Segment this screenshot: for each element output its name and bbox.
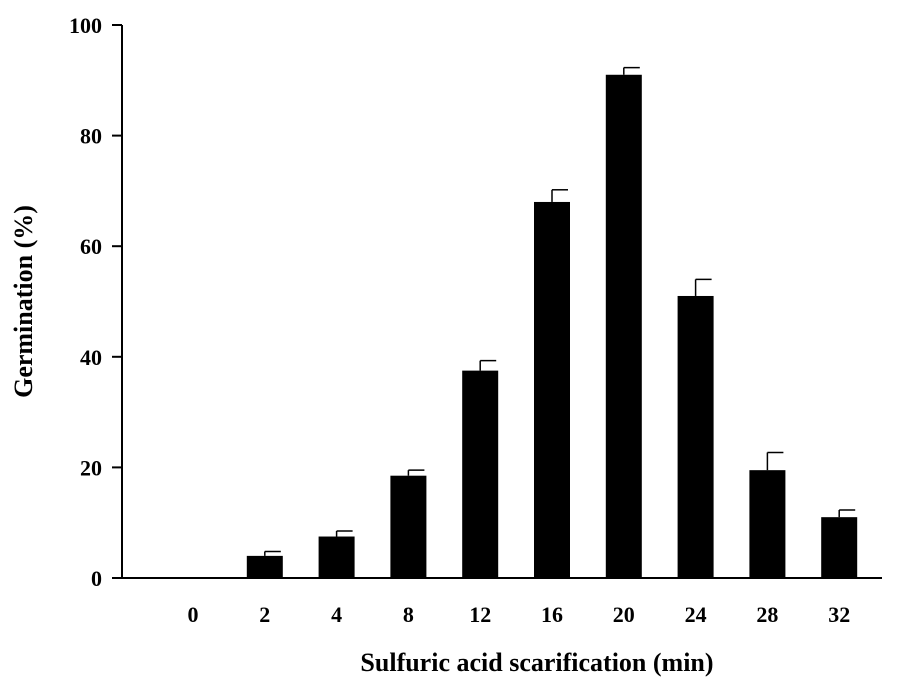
y-axis-title: Germination (%): [9, 205, 38, 398]
x-tick-label: 24: [685, 602, 707, 627]
y-tick-label: 20: [80, 455, 102, 480]
error-bar-32: [838, 509, 856, 518]
y-tick-label: 40: [80, 345, 102, 370]
error-bar-2: [264, 550, 281, 556]
error-bars: [264, 66, 856, 556]
bar-32: [821, 517, 858, 578]
x-tick-label: 4: [331, 602, 342, 627]
bar-2: [246, 555, 283, 578]
error-bar-24: [694, 278, 712, 296]
bar-8: [390, 475, 427, 578]
x-tick-label: 2: [259, 602, 270, 627]
x-tick-label: 28: [756, 602, 778, 627]
x-tick-label: 0: [188, 602, 199, 627]
bar-16: [534, 201, 570, 578]
error-bar-8: [407, 469, 425, 476]
x-tick-label: 16: [541, 602, 563, 627]
bars: [246, 74, 858, 579]
x-tick-label: 32: [828, 602, 850, 627]
y-tick-label: 60: [80, 234, 102, 259]
y-tick-label: 0: [91, 566, 102, 591]
y-tick-label: 100: [69, 13, 102, 38]
y-tick-label: 80: [80, 124, 102, 149]
x-tick-label: 8: [403, 602, 414, 627]
bar-20: [605, 74, 642, 579]
error-bar-12: [479, 359, 497, 371]
bar-28: [749, 470, 786, 578]
x-axis-title: Sulfuric acid scarification (min): [360, 648, 713, 677]
bar-24: [677, 295, 714, 578]
error-bar-28: [766, 451, 784, 471]
y-axis-ticks: 0 20 40 60 80 100: [69, 13, 122, 591]
bar-12: [462, 370, 499, 578]
error-bar-4: [335, 530, 353, 537]
x-axis-tick-labels: 0 2 4 8 12 16 20 24 28 32: [188, 602, 851, 627]
bar-4: [318, 536, 355, 578]
x-tick-label: 20: [613, 602, 635, 627]
x-tick-label: 12: [469, 602, 491, 627]
error-bar-16: [551, 189, 568, 202]
error-bar-20: [623, 66, 640, 75]
